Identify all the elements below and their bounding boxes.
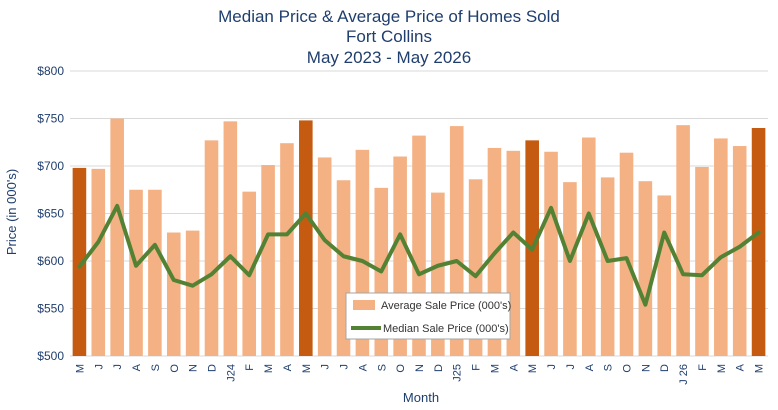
bar — [619, 152, 634, 356]
x-tick-label: N — [640, 364, 652, 372]
x-tick-label: J — [546, 364, 558, 370]
x-tick-label: J — [320, 364, 332, 370]
bar — [581, 137, 596, 356]
bar — [129, 189, 143, 356]
x-tick-label: M — [263, 364, 275, 373]
chart-title-line-3: May 2023 - May 2026 — [307, 48, 471, 67]
x-tick-label: F — [471, 364, 483, 371]
bar — [695, 166, 709, 356]
x-tick-label: O — [395, 364, 407, 373]
legend-label-line: Median Sale Price (000's) — [383, 323, 509, 335]
legend: Average Sale Price (000's) Median Sale P… — [345, 292, 511, 340]
bar — [204, 140, 219, 356]
x-tick-label: J 26 — [678, 364, 690, 385]
x-tick-label: A — [131, 363, 143, 371]
x-tick-label: J25 — [452, 364, 464, 382]
x-tick-label: M — [74, 364, 86, 373]
bar — [317, 157, 332, 356]
bar — [714, 138, 728, 356]
x-tick-label: S — [150, 364, 162, 371]
bar — [280, 143, 294, 356]
x-tick-label: A — [735, 363, 747, 371]
bar-series — [72, 118, 766, 357]
y-tick-label: $550 — [37, 302, 64, 316]
bar — [732, 146, 747, 356]
x-tick-label: M — [716, 364, 728, 373]
bar — [166, 232, 181, 356]
x-tick-label: D — [206, 364, 218, 372]
x-axis-ticks: M J J A S O N D J24 F M A M J J A S O N D J25 F M A M J J A S O N D J 26… — [74, 363, 765, 384]
x-tick-label: J24 — [225, 364, 237, 382]
bar — [110, 118, 124, 356]
legend-label-bar: Average Sale Price (000's) — [381, 300, 511, 312]
bar — [544, 151, 558, 356]
x-tick-label: S — [376, 364, 388, 371]
x-tick-label: J — [339, 364, 351, 370]
y-tick-label: $500 — [37, 349, 64, 363]
x-tick-label: A — [357, 363, 369, 371]
x-tick-label: A — [282, 363, 294, 371]
y-tick-label: $600 — [37, 254, 64, 268]
y-axis-label: Price (in 000's) — [4, 169, 19, 255]
x-tick-label: O — [169, 364, 181, 373]
x-tick-label: M — [301, 364, 313, 373]
bar — [676, 125, 690, 357]
bar — [299, 120, 313, 357]
x-tick-label: F — [244, 364, 256, 371]
bar — [223, 121, 238, 356]
x-tick-label: A — [508, 363, 520, 371]
bar — [91, 168, 106, 356]
x-tick-label: O — [622, 364, 634, 373]
bar — [657, 195, 672, 356]
y-tick-label: $800 — [37, 64, 64, 78]
y-axis-ticks: $500 $550 $600 $650 $700 $750 $800 — [37, 64, 64, 363]
x-axis-label: Month — [403, 390, 439, 405]
bar — [72, 167, 87, 356]
x-tick-label: F — [697, 364, 709, 371]
x-tick-label: N — [188, 364, 200, 372]
y-tick-label: $650 — [37, 207, 64, 221]
line-series — [77, 203, 761, 307]
x-tick-label: J — [93, 364, 105, 370]
x-tick-label: J — [565, 364, 577, 370]
bar — [563, 182, 577, 356]
bar — [185, 230, 200, 356]
y-tick-label: $750 — [37, 112, 64, 126]
chart-title-line-1: Median Price & Average Price of Homes So… — [218, 7, 560, 26]
bar — [261, 165, 275, 356]
x-tick-label: D — [433, 364, 445, 372]
x-tick-label: M — [489, 364, 501, 373]
x-tick-label: N — [414, 364, 426, 372]
x-tick-label: J — [112, 364, 124, 370]
x-tick-label: D — [659, 364, 671, 372]
bar — [751, 128, 766, 356]
bar — [148, 189, 162, 356]
chart-title-line-2: Fort Collins — [346, 27, 432, 46]
bar — [638, 181, 653, 356]
median-price-line — [77, 203, 761, 307]
y-tick-label: $700 — [37, 159, 64, 173]
chart-title-group: Median Price & Average Price of Homes So… — [218, 7, 560, 67]
x-tick-label: A — [584, 363, 596, 371]
x-tick-label: S — [603, 364, 615, 371]
legend-swatch-bar — [353, 300, 375, 310]
x-tick-label: M — [527, 364, 539, 373]
bar — [600, 177, 615, 356]
x-tick-label: M — [754, 364, 766, 373]
